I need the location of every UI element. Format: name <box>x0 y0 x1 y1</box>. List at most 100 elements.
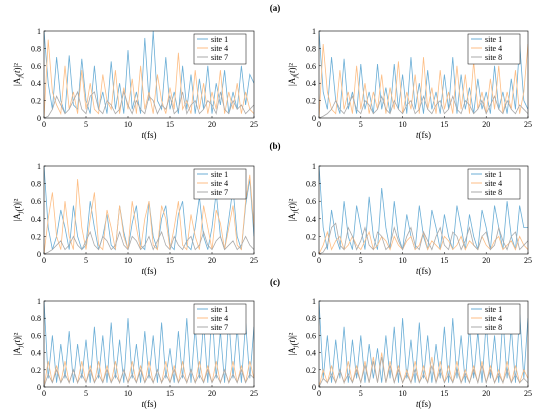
y-axis-label: |Aj(t)|² <box>287 332 299 355</box>
y-tick-label: 1 <box>37 162 41 171</box>
subplot: 0 5 10 15 20 25 0 0.2 0.4 0.6 0.8 1 t(fs) |Aj(t)|² sit… <box>287 27 532 140</box>
legend-label: site 7 <box>211 323 228 332</box>
y-axis-label: |Aj(t)|² <box>12 198 24 221</box>
y-tick-label: 0.4 <box>31 79 41 88</box>
y-tick-label: 0.6 <box>31 197 41 206</box>
y-tick-label: 0.2 <box>306 232 316 241</box>
y-tick-label: 0.8 <box>31 180 41 189</box>
y-tick-label: 1 <box>312 27 316 36</box>
y-tick-label: 1 <box>312 162 316 171</box>
y-tick-label: 0 <box>37 250 41 259</box>
legend-label: site 1 <box>485 35 502 44</box>
series-line <box>319 301 528 383</box>
legend-label: site 7 <box>211 53 228 62</box>
subplot: 0 5 10 15 20 25 0 0.2 0.4 0.6 0.8 1 t(fs) |Aj(t)|² sit… <box>12 27 258 140</box>
series-line <box>44 368 254 387</box>
y-tick-label: 0 <box>312 383 316 392</box>
x-tick-label: 5 <box>359 389 363 398</box>
legend-label: site 8 <box>485 323 502 332</box>
x-tick-label: 25 <box>250 389 258 398</box>
x-tick-label: 25 <box>250 256 258 265</box>
x-tick-label: 5 <box>359 120 363 129</box>
y-tick-label: 0.6 <box>31 62 41 71</box>
x-tick-label: 25 <box>250 120 258 129</box>
y-tick-label: 0 <box>37 114 41 123</box>
subplot: 0 5 10 15 20 25 0 0.2 0.4 0.6 0.8 1 t(fs) |Aj(t)|² sit… <box>287 297 532 409</box>
y-tick-label: 0.6 <box>31 331 41 340</box>
x-axis-label: t(fs) <box>416 130 431 140</box>
x-tick-label: 20 <box>208 256 216 265</box>
legend-label: site 8 <box>485 53 502 62</box>
x-tick-label: 10 <box>399 120 407 129</box>
y-tick-label: 0.8 <box>306 44 316 53</box>
series-line <box>44 90 254 118</box>
y-tick-label: 0.8 <box>306 180 316 189</box>
x-tick-label: 0 <box>317 120 321 129</box>
x-axis-label: t(fs) <box>416 399 431 409</box>
subplot: 0 5 10 15 20 25 0 0.2 0.4 0.6 0.8 1 t(fs) |Aj(t)|² sit… <box>287 162 532 276</box>
y-tick-label: 1 <box>37 297 41 306</box>
axes-box <box>318 165 529 255</box>
series-line <box>319 94 528 118</box>
x-tick-label: 15 <box>166 389 174 398</box>
y-axis-label: |Aj(t)|² <box>12 332 24 355</box>
y-tick-label: 0.4 <box>306 349 316 358</box>
panel-label: (a) <box>270 3 281 13</box>
y-tick-label: 0.4 <box>31 349 41 358</box>
x-tick-label: 20 <box>208 389 216 398</box>
series-line <box>44 230 254 254</box>
x-tick-label: 10 <box>399 389 407 398</box>
x-tick-label: 15 <box>166 120 174 129</box>
y-tick-label: 0.2 <box>31 232 41 241</box>
x-axis-label: t(fs) <box>141 130 156 140</box>
y-tick-label: 0.2 <box>31 97 41 106</box>
y-axis-label: |Aj(t)|² <box>287 198 299 221</box>
series-line <box>319 166 528 250</box>
x-axis-label: t(fs) <box>141 399 156 409</box>
x-tick-label: 25 <box>524 120 532 129</box>
y-tick-label: 0.2 <box>306 366 316 375</box>
legend-label: site 4 <box>485 179 502 188</box>
legend-box <box>193 303 247 335</box>
legend-label: site 1 <box>485 170 502 179</box>
x-axis-label: t(fs) <box>141 266 156 276</box>
legend-label: site 4 <box>485 314 502 323</box>
series-line <box>44 174 254 254</box>
y-tick-label: 0.2 <box>306 97 316 106</box>
y-tick-label: 1 <box>37 27 41 36</box>
x-tick-label: 0 <box>42 120 46 129</box>
y-tick-label: 0.2 <box>31 366 41 375</box>
series-line <box>44 361 254 387</box>
x-tick-label: 25 <box>524 389 532 398</box>
x-tick-label: 20 <box>482 120 490 129</box>
x-tick-label: 10 <box>399 256 407 265</box>
series-line <box>319 356 528 387</box>
y-tick-label: 0 <box>37 383 41 392</box>
legend-label: site 4 <box>211 314 228 323</box>
x-axis-label: t(fs) <box>416 266 431 276</box>
x-tick-label: 20 <box>208 120 216 129</box>
legend-label: site 1 <box>211 305 228 314</box>
axes-box <box>318 30 529 119</box>
series-line <box>319 222 528 254</box>
legend-label: site 1 <box>211 35 228 44</box>
series-line <box>44 301 254 383</box>
y-tick-label: 0.6 <box>306 197 316 206</box>
panel-label: (b) <box>270 141 281 151</box>
series-line <box>319 352 528 387</box>
x-tick-label: 0 <box>317 389 321 398</box>
subplot: 0 5 10 15 20 25 0 0.2 0.4 0.6 0.8 1 t(fs) |Aj(t)|² sit… <box>12 162 258 276</box>
axes-box <box>43 300 255 388</box>
x-tick-label: 15 <box>440 389 448 398</box>
y-tick-label: 0.4 <box>31 215 41 224</box>
x-tick-label: 5 <box>84 389 88 398</box>
y-tick-label: 1 <box>312 297 316 306</box>
y-tick-label: 0 <box>312 250 316 259</box>
x-tick-label: 15 <box>166 256 174 265</box>
x-tick-label: 5 <box>84 120 88 129</box>
y-tick-label: 0.4 <box>306 215 316 224</box>
x-tick-label: 0 <box>317 256 321 265</box>
y-tick-label: 0.8 <box>31 44 41 53</box>
x-tick-label: 0 <box>42 389 46 398</box>
